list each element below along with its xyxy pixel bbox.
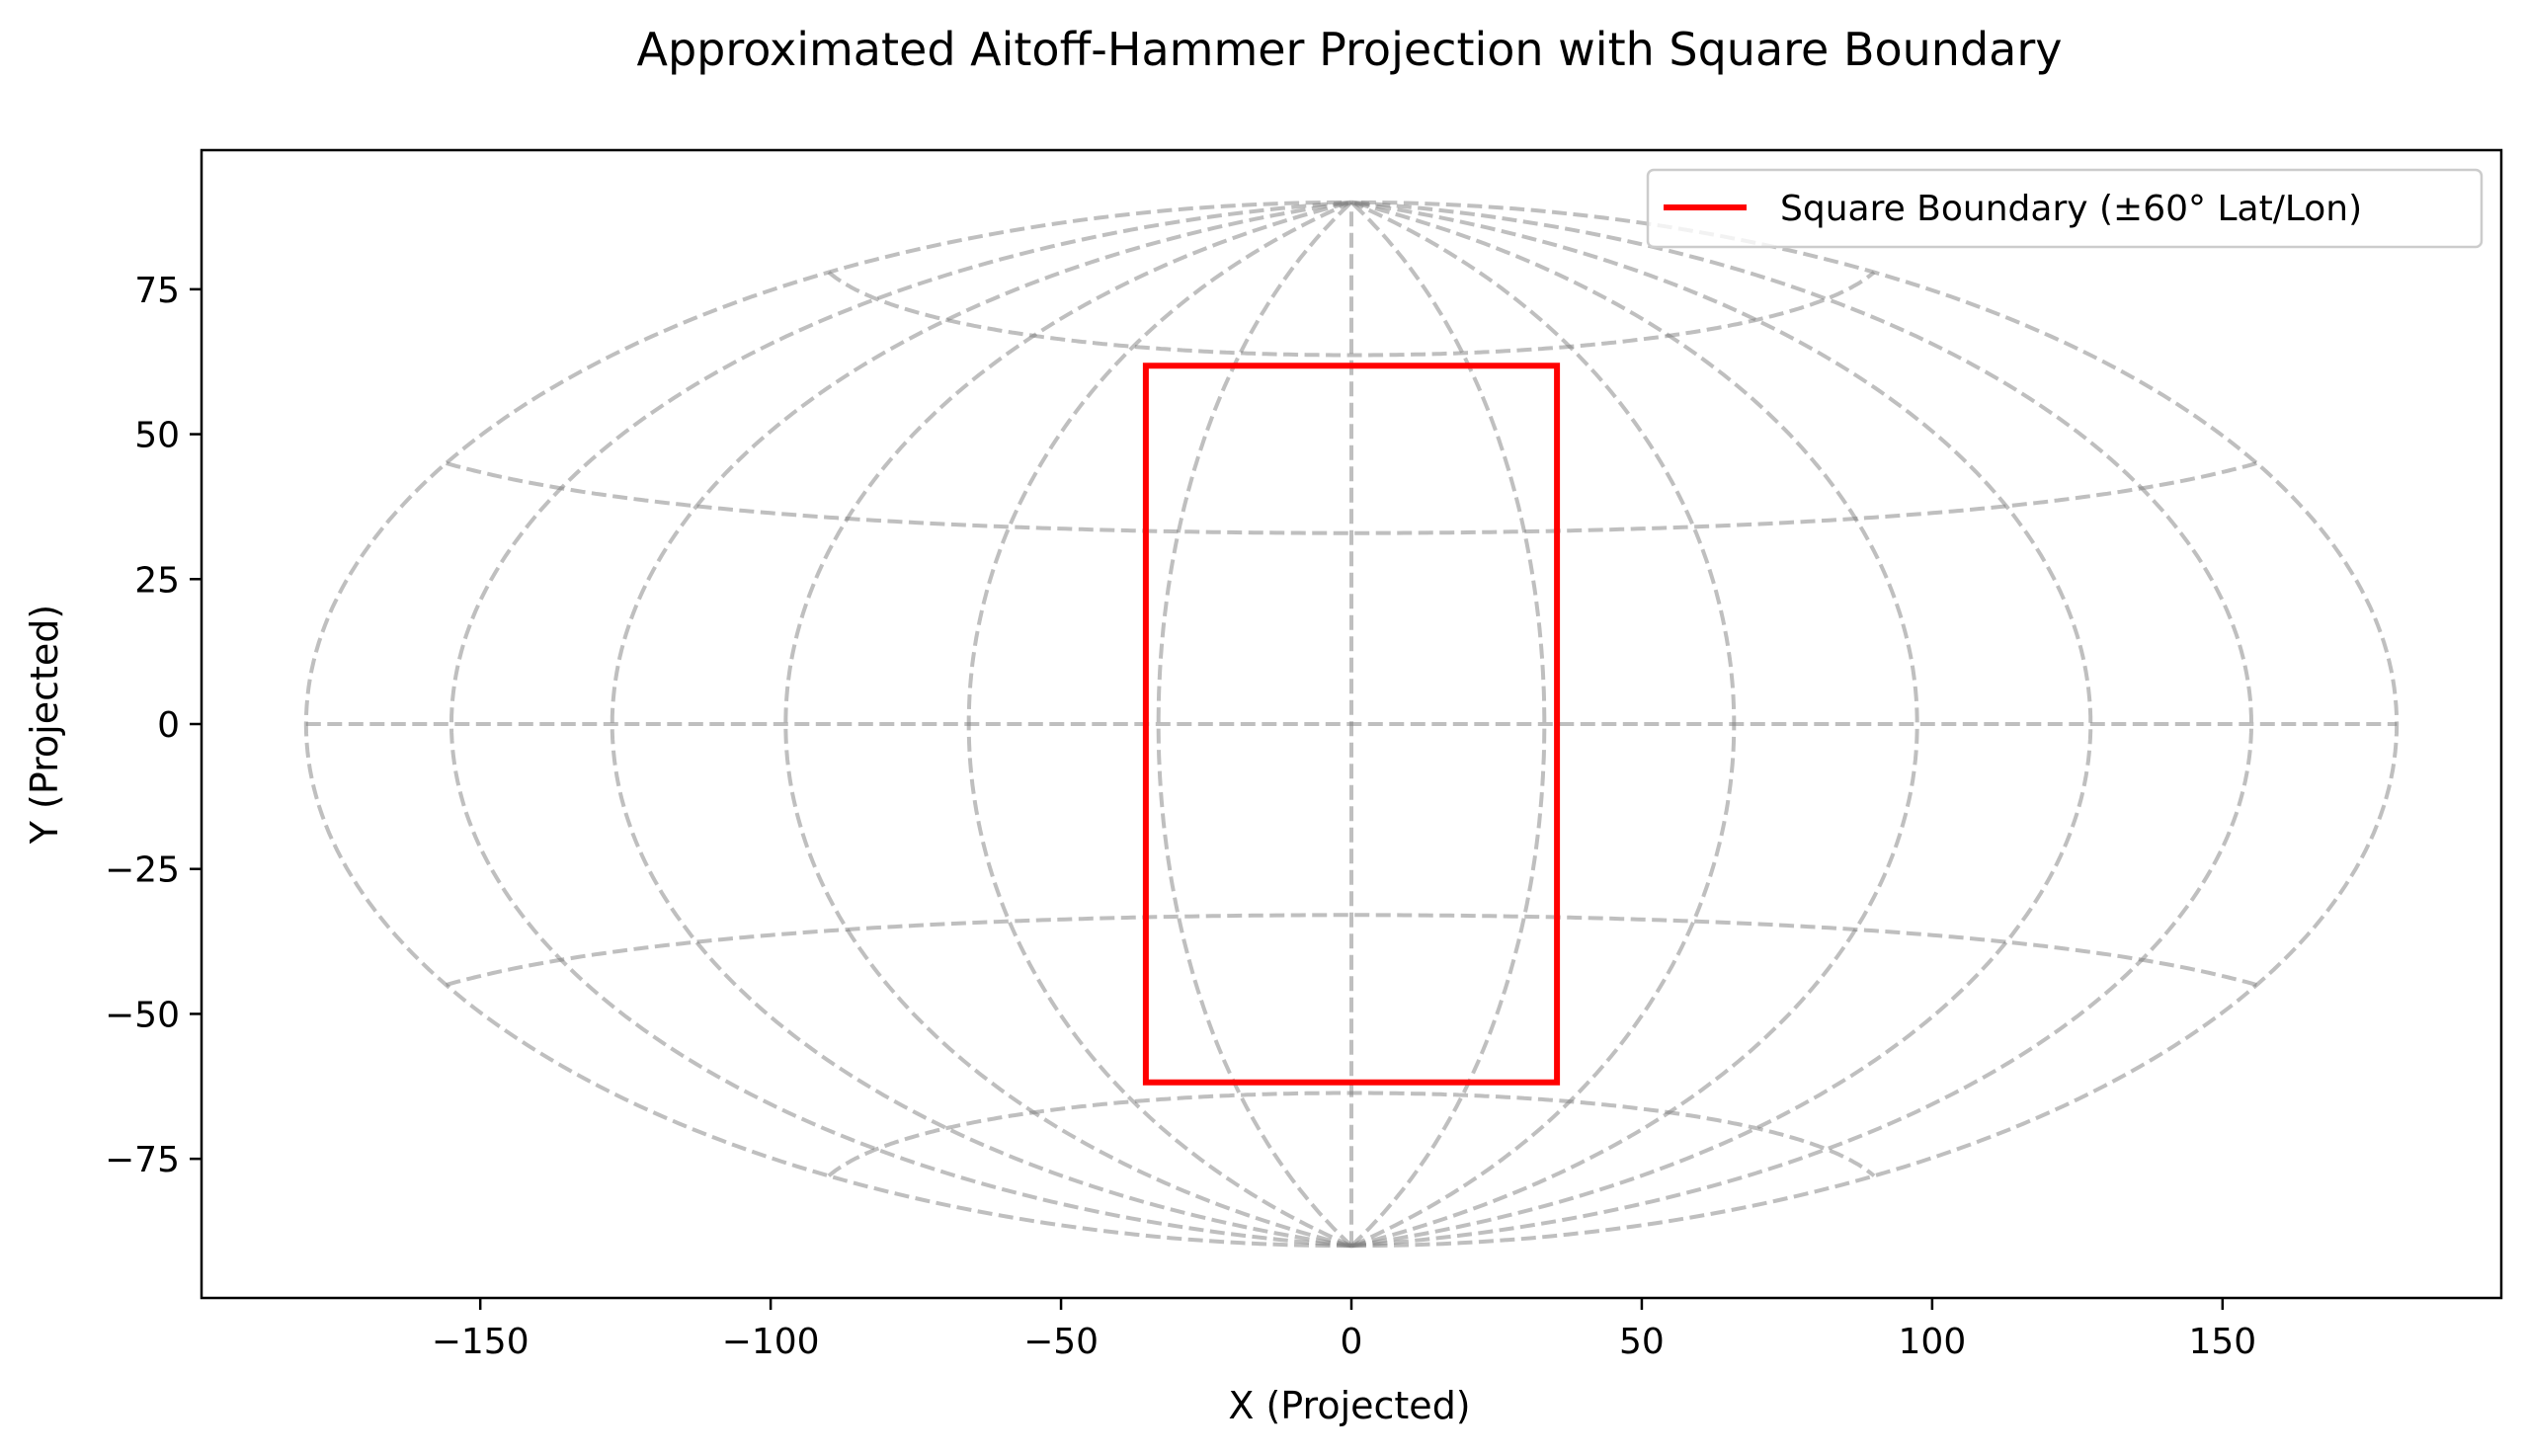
y-tick-label: 0 [157,705,180,746]
x-tick-label: 50 [1619,1322,1665,1362]
y-axis: −75 −50 −25 0 25 50 75 [105,271,202,1180]
graticule-parallel [827,1091,1876,1177]
series-boundary-line [1142,363,1561,1086]
x-tick-label: 100 [1899,1322,1967,1362]
legend-box [1646,168,2484,249]
y-tick-label: −25 [105,850,180,891]
graticule-parallel [827,271,1876,358]
y-tick-label: 25 [134,560,180,601]
x-tick-label: −100 [722,1322,820,1362]
x-axis-label: X (Projected) [1228,1384,1470,1427]
y-tick-label: −50 [105,995,180,1035]
plot-area [303,200,2400,1249]
y-tick-label: 75 [134,271,180,311]
legend-label: Square Boundary (±60° Lat/Lon) [1780,189,2362,229]
y-axis-label: Y (Projected) [23,605,66,845]
y-tick-label: 50 [134,416,180,456]
x-tick-label: 150 [2188,1322,2256,1362]
x-axis: −150 −100 −50 0 50 100 150 [432,1298,2256,1362]
legend: Square Boundary (±60° Lat/Lon) [1646,168,2484,249]
chart-title: Approximated Aitoff-Hammer Projection wi… [636,23,2062,76]
x-tick-label: −150 [432,1322,529,1362]
y-tick-label: −75 [105,1140,180,1180]
x-tick-label: −50 [1023,1322,1099,1362]
x-tick-label: 0 [1341,1322,1363,1362]
